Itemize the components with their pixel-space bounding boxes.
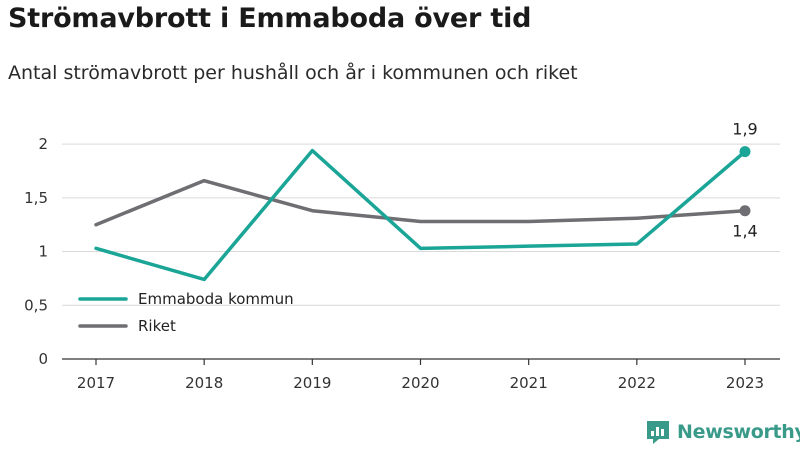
x-tick-label: 2019 xyxy=(293,374,331,392)
y-tick-label: 2 xyxy=(38,135,48,153)
logo-text: Newsworthy xyxy=(677,421,800,443)
series-line-emmaboda-kommun xyxy=(94,148,747,282)
series-end-point xyxy=(739,146,751,158)
end-value-label: 1,9 xyxy=(732,120,757,139)
x-tick-label: 2020 xyxy=(401,374,439,392)
newsworthy-logo[interactable]: Newsworthy xyxy=(645,419,800,445)
x-tick-label: 2017 xyxy=(77,374,115,392)
series-line-riket xyxy=(94,178,747,227)
y-tick-label: 0,5 xyxy=(24,296,48,314)
newsworthy-chart-logo-icon xyxy=(647,421,669,444)
legend-label: Emmaboda kommun xyxy=(138,290,294,308)
x-tick-label: 2023 xyxy=(726,374,764,392)
x-tick-label: 2022 xyxy=(618,374,656,392)
y-tick-label: 1 xyxy=(38,243,48,261)
chart-subtitle: Antal strömavbrott per hushåll och år i … xyxy=(8,62,578,84)
chart-title: Strömavbrott i Emmaboda över tid xyxy=(8,3,532,34)
end-value-label: 1,4 xyxy=(732,222,757,241)
series-end-point xyxy=(739,205,751,217)
y-tick-label: 1,5 xyxy=(24,189,48,207)
legend-label: Riket xyxy=(138,317,176,335)
y-tick-label: 0 xyxy=(38,350,48,368)
x-tick-label: 2021 xyxy=(510,374,548,392)
x-tick-label: 2018 xyxy=(185,374,223,392)
